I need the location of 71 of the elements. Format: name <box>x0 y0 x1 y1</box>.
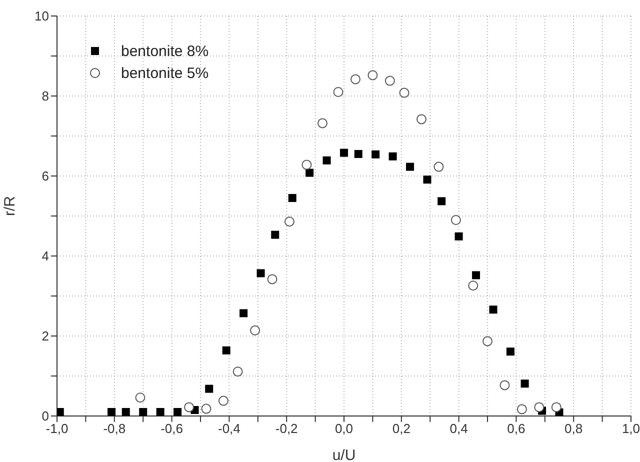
point <box>317 118 328 128</box>
point <box>205 384 214 393</box>
point <box>423 176 432 184</box>
x-axis-title: u/U <box>332 447 356 462</box>
point <box>472 271 480 280</box>
point <box>340 148 348 157</box>
point <box>201 404 212 414</box>
point <box>218 396 228 406</box>
point <box>520 380 529 388</box>
point <box>450 215 461 225</box>
x-tick-label: -0,8 <box>103 421 126 436</box>
point <box>438 197 446 206</box>
point <box>482 336 492 346</box>
point <box>354 150 362 158</box>
point <box>222 346 230 354</box>
x-tick-label: -0,6 <box>160 421 184 436</box>
x-tick-label: -1,0 <box>46 421 68 436</box>
point <box>384 76 395 86</box>
point <box>368 70 378 80</box>
point <box>454 232 463 240</box>
point <box>271 230 280 239</box>
x-tick-label: -0,4 <box>218 421 240 436</box>
point <box>350 74 360 84</box>
point <box>306 168 314 177</box>
y-tick-label: 6 <box>42 168 49 184</box>
point <box>399 88 410 98</box>
point <box>288 194 296 202</box>
x-tick-label: 0,4 <box>450 421 468 436</box>
point <box>267 274 278 284</box>
x-tick-label: 1,0 <box>622 421 640 436</box>
point <box>232 366 243 377</box>
point <box>534 402 544 412</box>
point <box>139 408 148 416</box>
x-tick-label: 0,8 <box>564 421 583 436</box>
y-tick-label: 10 <box>34 8 49 24</box>
y-tick-label: 0 <box>42 408 49 424</box>
x-tick-label: 0,0 <box>334 421 354 436</box>
y-axis-title: r/R <box>1 196 18 216</box>
point <box>256 269 265 278</box>
point <box>240 309 248 318</box>
point <box>156 408 164 416</box>
point <box>468 280 478 291</box>
point <box>333 87 344 97</box>
point <box>434 162 444 172</box>
y-tick-label: 8 <box>42 88 49 104</box>
x-tick-label: 0,2 <box>392 421 410 436</box>
point <box>416 114 426 124</box>
legend-label: bentonite 8% <box>121 42 209 60</box>
x-tick-label: 0,6 <box>507 421 526 436</box>
point <box>516 404 527 414</box>
point <box>500 380 510 390</box>
point <box>406 162 414 171</box>
point <box>489 306 498 314</box>
point <box>135 392 146 403</box>
x-tick-label: -0,2 <box>275 421 298 436</box>
point <box>57 408 64 416</box>
point <box>506 348 514 356</box>
point <box>302 160 312 170</box>
point <box>322 156 331 164</box>
point <box>250 325 260 336</box>
point <box>551 402 562 412</box>
point <box>122 408 130 416</box>
y-tick-label: 2 <box>42 328 49 344</box>
y-tick-label: 4 <box>42 248 49 264</box>
point <box>284 216 294 227</box>
legend-label: bentonite 5% <box>121 64 209 82</box>
point <box>184 402 194 412</box>
point <box>388 152 397 160</box>
point <box>372 150 380 158</box>
point <box>108 408 116 416</box>
point <box>174 408 182 416</box>
